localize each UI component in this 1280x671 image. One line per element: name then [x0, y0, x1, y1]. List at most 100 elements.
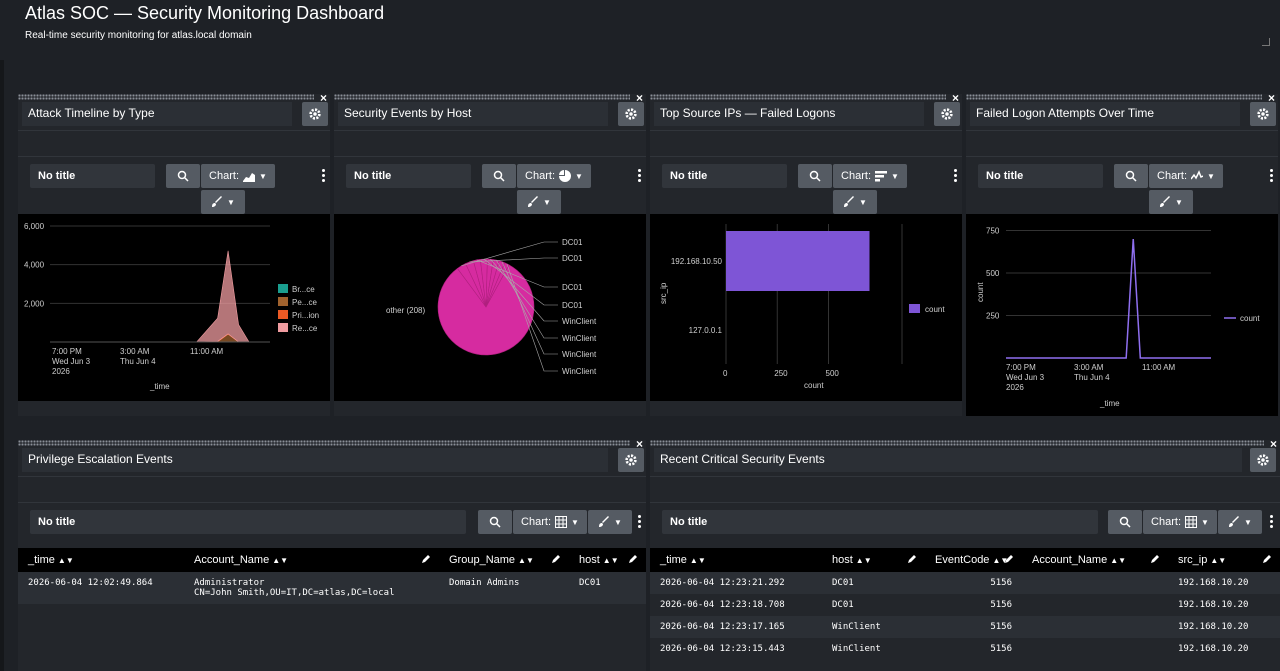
more-options-icon[interactable] [952, 168, 958, 184]
gear-icon[interactable] [618, 102, 644, 126]
y-tick-label: 4,000 [24, 261, 45, 270]
column-header-account-name[interactable]: Account_Name ▲▼ [1022, 548, 1168, 572]
panel-recent-critical-events: × Recent Critical Security Events No tit… [650, 440, 1280, 671]
page-title: Atlas SOC — Security Monitoring Dashboar… [25, 3, 385, 23]
pie-leader-line [461, 241, 558, 267]
chart-type-button[interactable]: Chart: ▼ [201, 164, 275, 188]
column-header-src-ip[interactable]: src_ip ▲▼ [1168, 548, 1280, 572]
drag-handle[interactable] [966, 94, 1262, 100]
column-header-time[interactable]: _time ▲▼ [18, 548, 184, 572]
search-button[interactable] [1114, 164, 1148, 188]
table-icon [555, 516, 568, 528]
more-options-icon[interactable] [636, 514, 642, 530]
edit-pencil-icon[interactable] [1150, 554, 1160, 564]
more-options-icon[interactable] [636, 168, 642, 184]
close-icon[interactable]: × [635, 440, 643, 451]
panel-title-bar: Security Events by Host [338, 102, 608, 126]
close-icon[interactable]: × [951, 94, 959, 105]
column-header-eventcode[interactable]: EventCode ▲▼ [925, 548, 1022, 572]
chart-events-by-host: other (208) DC01 DC01 DC01 DC01 WinClient WinC… [334, 214, 646, 401]
gear-icon[interactable] [302, 102, 328, 126]
chart-type-button[interactable]: Chart: ▼ [833, 164, 907, 188]
x-tick-label: 500 [826, 369, 840, 378]
gear-icon[interactable] [934, 102, 960, 126]
drag-handle[interactable] [650, 440, 1264, 446]
edit-pencil-icon[interactable] [1262, 554, 1272, 564]
column-header-account-name[interactable]: Account_Name ▲▼ [184, 548, 439, 572]
column-header-group-name[interactable]: Group_Name ▲▼ [439, 548, 569, 572]
drag-handle[interactable] [334, 94, 630, 100]
legend-swatch [278, 310, 288, 319]
panel-title: Recent Critical Security Events [660, 452, 825, 466]
chart-type-button[interactable]: Chart: ▼ [1143, 510, 1217, 534]
close-icon[interactable]: × [1267, 94, 1275, 105]
drag-handle[interactable] [18, 440, 630, 446]
more-options-icon[interactable] [320, 168, 326, 184]
chart-type-button[interactable]: Chart: ▼ [513, 510, 587, 534]
line-chart-icon [1191, 170, 1204, 180]
gear-icon[interactable] [1250, 102, 1276, 126]
pie-label: DC01 [562, 283, 583, 292]
search-button[interactable] [478, 510, 512, 534]
drag-handle[interactable] [650, 94, 946, 100]
table-row[interactable]: 2026-06-04 12:23:17.165 WinClient 5156 192.… [650, 616, 1280, 638]
column-header-host[interactable]: host ▲▼ [822, 548, 925, 572]
chart-type-button[interactable]: Chart: ▼ [1149, 164, 1223, 188]
panel-top-source-ips: × Top Source IPs — Failed Logons No titl… [650, 94, 962, 416]
format-button[interactable]: ▼ [1149, 190, 1193, 214]
drag-handle[interactable] [18, 94, 314, 100]
search-button[interactable] [798, 164, 832, 188]
search-icon [493, 170, 505, 182]
column-header-time[interactable]: _time ▲▼ [650, 548, 822, 572]
edit-pencil-icon[interactable] [1004, 554, 1014, 564]
table-row[interactable]: 2026-06-04 12:23:18.708 DC01 5156 192.168.1… [650, 594, 1280, 616]
more-options-icon[interactable] [1268, 168, 1274, 184]
panel-failed-logons-over-time: × Failed Logon Attempts Over Time No tit… [966, 94, 1278, 416]
legend-label: count [925, 305, 945, 314]
left-gutter [0, 60, 4, 671]
pie-leader-line [496, 259, 558, 339]
panel-title-bar: Recent Critical Security Events [654, 448, 1242, 472]
close-icon[interactable]: × [635, 94, 643, 105]
format-button[interactable]: ▼ [588, 510, 632, 534]
sort-icon: ▲▼ [689, 556, 706, 565]
more-options-icon[interactable] [1268, 514, 1274, 530]
pie-label: WinClient [562, 350, 597, 359]
search-button[interactable] [1108, 510, 1142, 534]
format-button[interactable]: ▼ [1218, 510, 1262, 534]
column-header-host[interactable]: host ▲▼ [569, 548, 646, 572]
search-button[interactable] [166, 164, 200, 188]
page-description: Real-time security monitoring for atlas.… [25, 30, 252, 41]
viz-title-input[interactable]: No title [346, 164, 471, 188]
edit-pencil-icon[interactable] [628, 554, 638, 564]
viz-title-input[interactable]: No title [30, 510, 466, 534]
search-button[interactable] [482, 164, 516, 188]
close-icon[interactable]: × [1269, 440, 1277, 451]
table-row[interactable]: 2026-06-04 12:23:21.292 DC01 5156 192.168.1… [650, 572, 1280, 594]
viz-title-input[interactable]: No title [30, 164, 155, 188]
resize-grip-icon[interactable] [1262, 38, 1270, 46]
gear-icon[interactable] [618, 448, 644, 472]
close-icon[interactable]: × [319, 94, 327, 105]
sort-icon: ▲▼ [57, 556, 74, 565]
pie-label: DC01 [562, 301, 583, 310]
edit-pencil-icon[interactable] [907, 554, 917, 564]
table-row[interactable]: 2026-06-04 12:23:15.443 WinClient 5156 192.… [650, 638, 1280, 660]
pie-label: WinClient [562, 367, 597, 376]
x-axis-label: _time [149, 382, 170, 391]
table-row[interactable]: 2026-06-04 12:02:49.864 Administrator CN… [18, 572, 646, 604]
chevron-down-icon: ▼ [575, 171, 583, 181]
viz-title-input[interactable]: No title [662, 164, 787, 188]
viz-title-input[interactable]: No title [662, 510, 1098, 534]
chevron-down-icon: ▼ [1207, 171, 1215, 181]
format-button[interactable]: ▼ [833, 190, 877, 214]
gear-icon[interactable] [1250, 448, 1276, 472]
edit-pencil-icon[interactable] [551, 554, 561, 564]
format-button[interactable]: ▼ [517, 190, 561, 214]
format-button[interactable]: ▼ [201, 190, 245, 214]
viz-title-input[interactable]: No title [978, 164, 1103, 188]
y-axis-label: src_ip [659, 282, 668, 304]
legend-label: Pe...ce [292, 298, 317, 307]
edit-pencil-icon[interactable] [421, 554, 431, 564]
chart-type-button[interactable]: Chart: ▼ [517, 164, 591, 188]
